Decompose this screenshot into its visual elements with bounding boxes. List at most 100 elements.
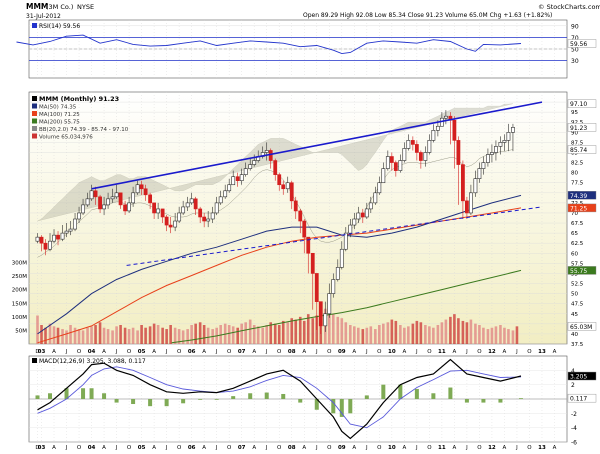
volume-bar xyxy=(148,326,152,344)
candle-body xyxy=(306,236,311,254)
candle-body xyxy=(502,140,507,143)
candle-body xyxy=(302,220,307,238)
volume-bar xyxy=(181,330,185,344)
bollinger-band xyxy=(37,103,513,222)
price-x-tick-label: 09 xyxy=(338,349,346,355)
candle-body xyxy=(486,154,490,163)
candle-body xyxy=(135,184,140,194)
price-panel xyxy=(28,91,568,345)
candle-body xyxy=(335,267,340,280)
chart-date: 31-Jul-2012 xyxy=(26,13,61,20)
candle-body xyxy=(456,140,461,165)
macd-legend-swatch xyxy=(32,358,37,363)
price-legend-label: MA(50) 74.35 xyxy=(39,105,77,111)
macd-histogram-bar xyxy=(481,399,486,403)
macd-histogram-bar xyxy=(164,399,169,407)
price-x-tick-label: J xyxy=(165,349,168,355)
price-x-tick-label: A xyxy=(503,349,507,355)
macd-x-tick-label: A xyxy=(453,445,457,450)
price-last-label: 74.39 xyxy=(570,193,587,200)
volume-bar xyxy=(348,325,352,344)
candle-body xyxy=(93,190,98,198)
price-legend-label: MA(100) 71.25 xyxy=(39,112,80,118)
macd-histogram-bar xyxy=(448,387,453,399)
volume-bar xyxy=(378,325,381,344)
candle-body xyxy=(210,212,215,220)
volume-bar xyxy=(231,326,235,344)
rsi-tick-label: 50 xyxy=(571,47,579,54)
volume-bar xyxy=(499,325,502,344)
candle-body xyxy=(248,164,253,169)
volume-bar xyxy=(436,325,440,344)
volume-bar xyxy=(252,325,256,344)
macd-x-tick-label: 08 xyxy=(288,445,296,450)
candle-body xyxy=(414,144,419,153)
candle-body xyxy=(156,208,161,214)
volume-bar xyxy=(56,327,60,344)
price-x-tick-label: J xyxy=(365,349,368,355)
volume-bar xyxy=(273,323,277,344)
macd-x-tick-label: J xyxy=(515,445,518,450)
price-legend-swatch xyxy=(32,96,37,101)
candle-body xyxy=(285,182,290,190)
volume-bar xyxy=(269,322,273,344)
candle-body xyxy=(89,190,94,200)
macd-x-tick-label: O xyxy=(277,445,282,450)
volume-bar xyxy=(152,323,156,344)
volume-bar xyxy=(457,318,460,344)
macd-x-tick-label: O xyxy=(127,445,132,450)
price-last-label-box xyxy=(567,145,597,154)
price-x-tick-label: A xyxy=(453,349,457,355)
price-x-tick-label: A xyxy=(202,349,206,355)
macd-histogram-bar xyxy=(398,384,403,399)
rsi-title: RSI(14) 59.56 xyxy=(39,23,80,30)
macd-x-tick-label: A xyxy=(503,445,507,450)
volume-bar xyxy=(194,323,197,344)
volume-tick-label: 250M xyxy=(12,274,27,280)
volume-bar xyxy=(165,329,168,344)
volume-bar xyxy=(198,322,202,344)
volume-bar xyxy=(399,325,402,344)
macd-histogram-bar xyxy=(35,395,40,399)
macd-current-label-box xyxy=(567,393,597,403)
volume-tick-label: 150M xyxy=(12,301,27,307)
candle-body xyxy=(264,150,269,153)
macd-tick-label: 4 xyxy=(571,368,575,375)
volume-bar xyxy=(503,327,506,344)
macd-x-tick-label: 10 xyxy=(388,445,396,450)
volume-bar xyxy=(449,316,452,344)
volume-bar xyxy=(236,327,239,344)
volume-bar xyxy=(432,327,435,344)
volume-bar xyxy=(357,327,360,344)
volume-bar xyxy=(240,323,243,344)
volume-bar xyxy=(94,325,97,344)
price-x-tick-label: J xyxy=(265,349,268,355)
macd-histogram-bar xyxy=(81,388,86,399)
candle-body xyxy=(490,152,494,155)
volume-bar xyxy=(390,319,394,344)
volume-bar xyxy=(227,325,231,344)
price-legend-swatch xyxy=(32,111,37,116)
volume-bar xyxy=(374,329,377,344)
candle-body xyxy=(461,164,465,202)
price-tick-label: 90 xyxy=(571,130,578,136)
volume-bar xyxy=(361,329,365,344)
price-last-label-box xyxy=(567,123,597,132)
macd-x-tick-label: O xyxy=(177,445,182,450)
candle-body xyxy=(231,176,236,186)
rsi-tick-label: 30 xyxy=(571,58,579,65)
macd-histogram-bar xyxy=(148,399,153,407)
candle-body xyxy=(310,252,315,274)
volume-bar xyxy=(106,329,110,344)
candle-body xyxy=(189,198,194,204)
candle-body xyxy=(160,208,165,218)
macd-histogram-bar xyxy=(114,399,119,403)
macd-x-tick-label: A xyxy=(152,445,156,450)
candle-body xyxy=(511,127,515,133)
volume-bar xyxy=(190,325,193,344)
volume-bar xyxy=(453,314,456,344)
price-x-tick-label: O xyxy=(477,349,482,355)
macd-histogram-bar xyxy=(264,392,269,399)
volume-current-label-box xyxy=(567,322,597,331)
